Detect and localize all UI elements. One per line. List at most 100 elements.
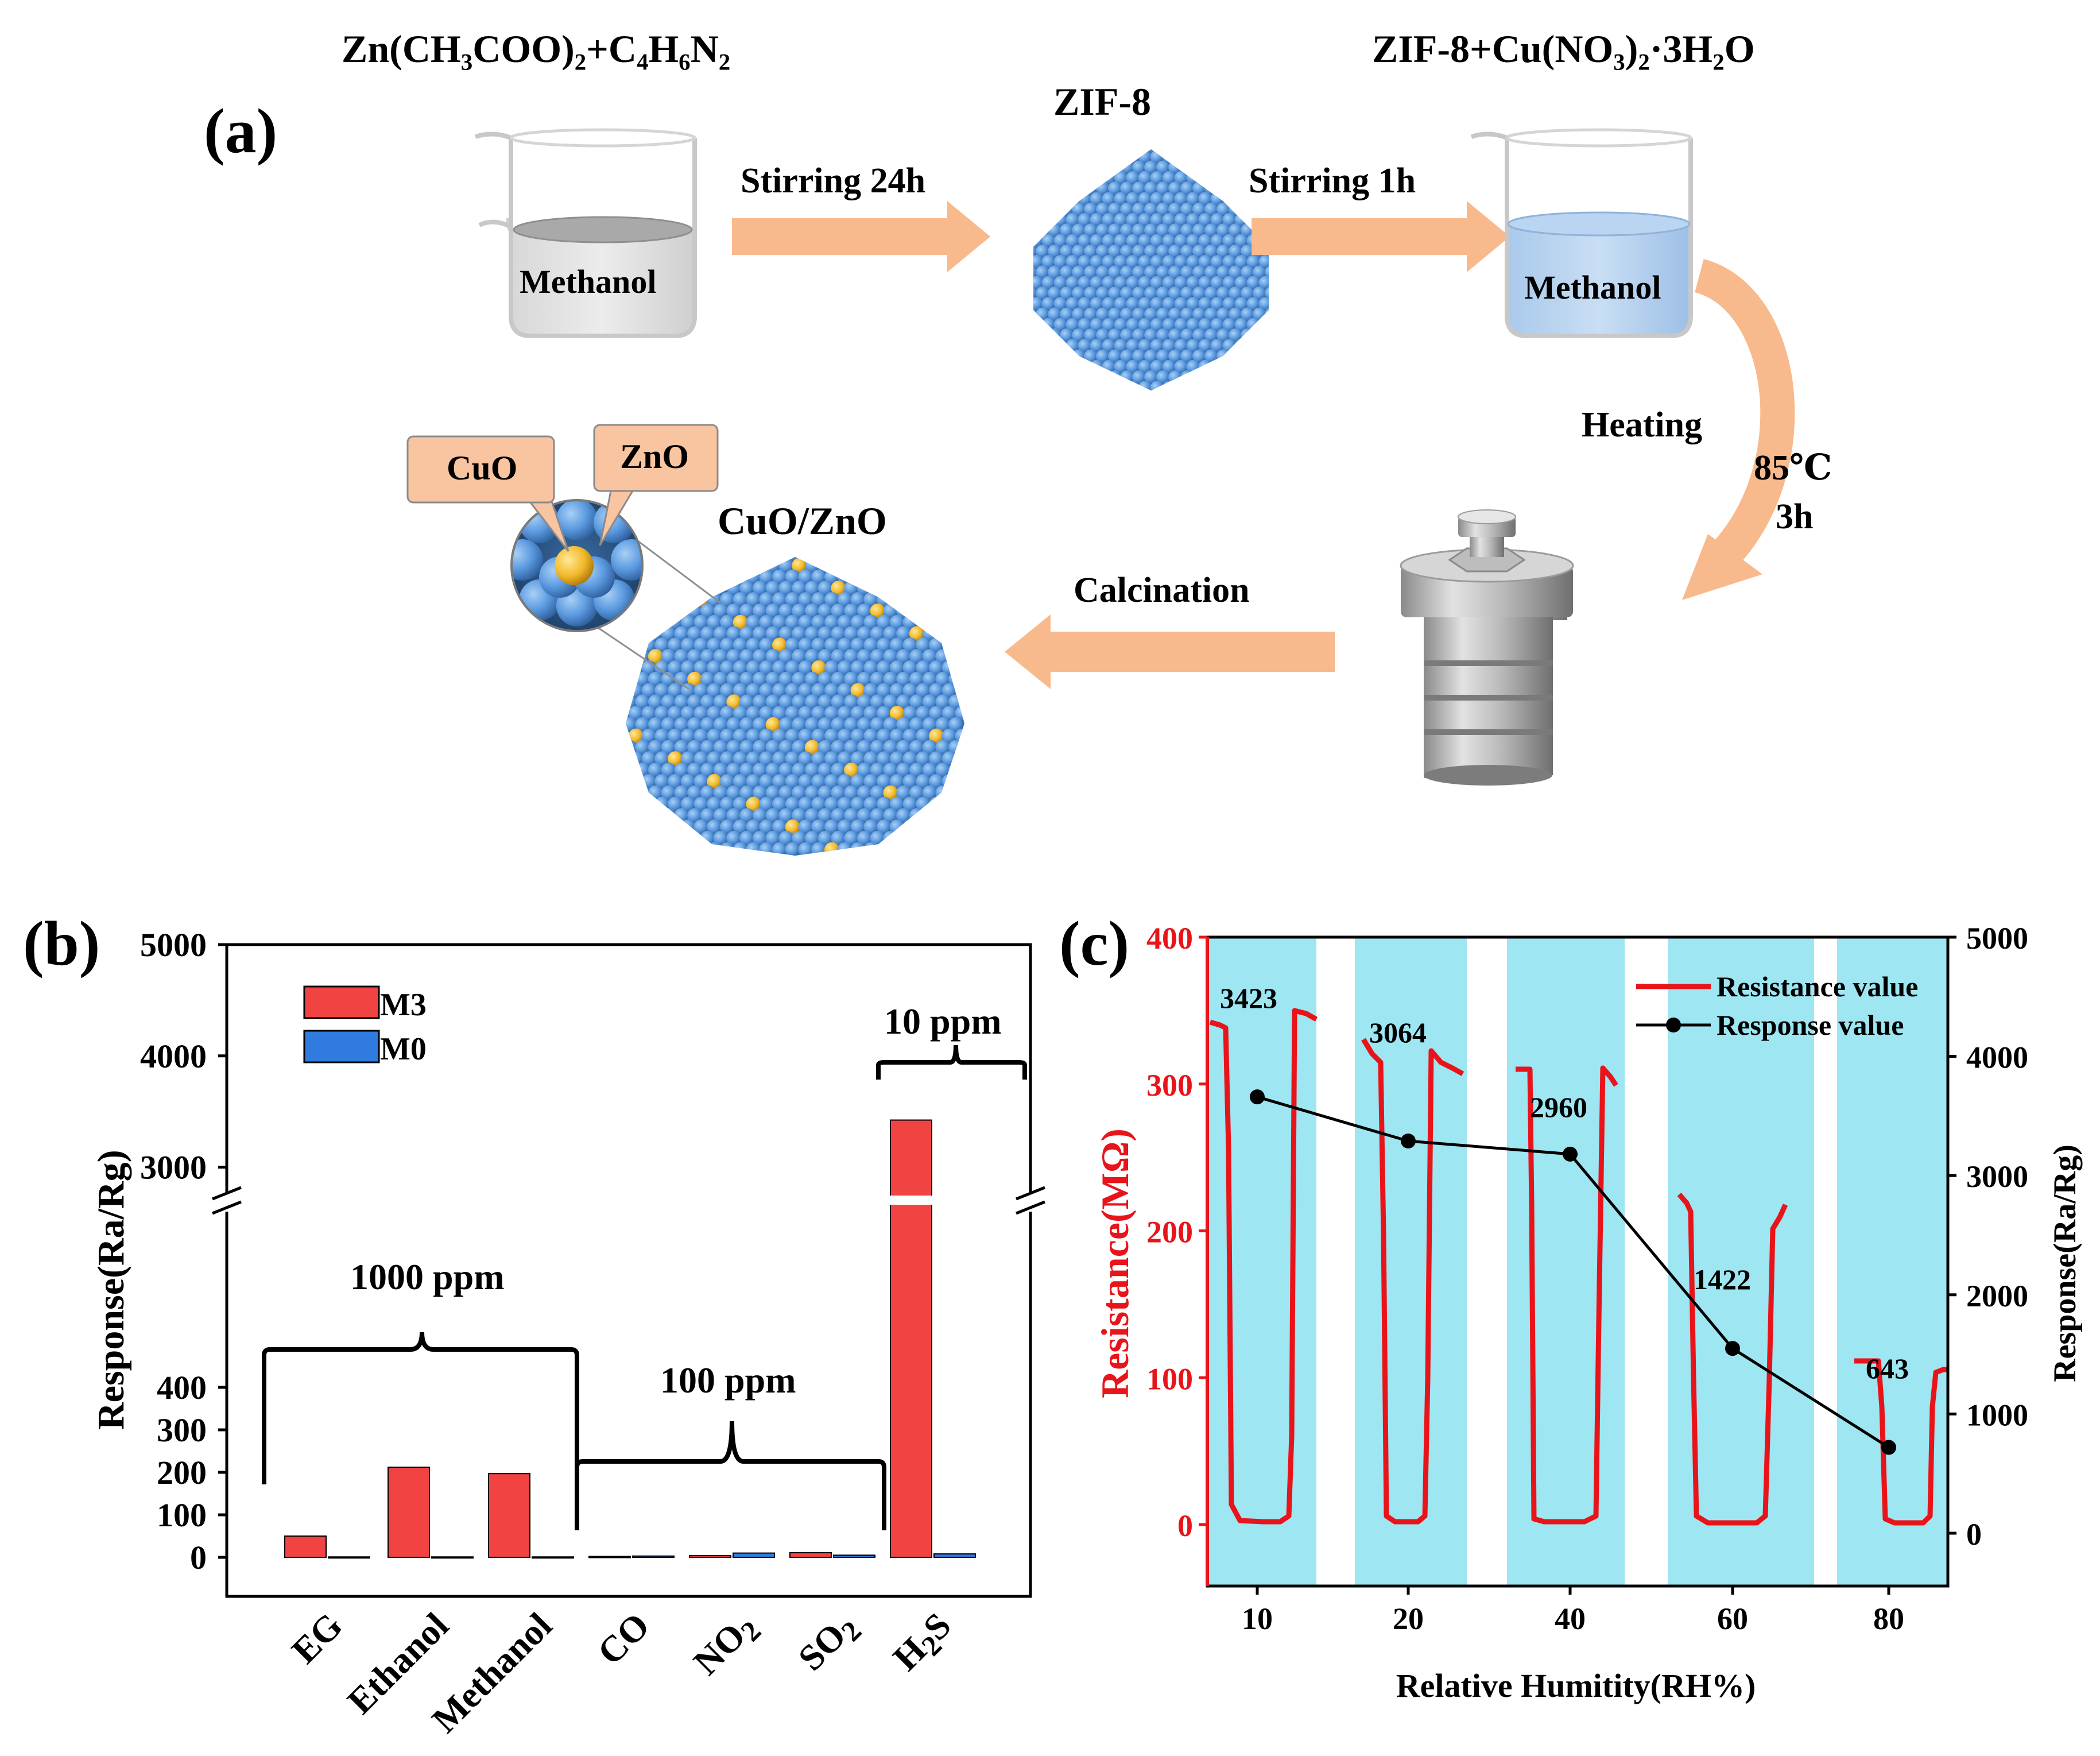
cuo-zno-sphere — [720, 751, 735, 767]
cuo-zno-sphere — [792, 830, 807, 846]
cuo-zno-sphere — [831, 740, 846, 755]
zif8-sphere — [1246, 297, 1261, 311]
cuo-zno-sphere — [680, 842, 696, 856]
cuo-zno-sphere — [889, 614, 905, 630]
zif8-sphere — [1216, 307, 1230, 322]
cuo-zno-sphere — [883, 717, 898, 732]
zif8-sphere — [1126, 297, 1140, 311]
zif8-sphere — [1078, 297, 1092, 311]
cuo-zno-sphere — [654, 637, 670, 653]
zif8-sphere — [1066, 254, 1080, 269]
cuo-zno-sphere — [896, 830, 912, 846]
zif8-sphere — [1048, 160, 1061, 175]
cuo-zno-gold-sphere — [831, 581, 846, 596]
cuo-zno-sphere — [896, 717, 912, 732]
zif8-sphere — [1036, 181, 1049, 196]
cuo-zno-sphere — [792, 785, 807, 800]
cuo-zno-gold-sphere — [922, 808, 937, 823]
zif8-sphere — [1096, 286, 1110, 300]
cuo-zno-sphere — [668, 819, 683, 835]
cuo-zno-sphere — [720, 728, 735, 744]
cuo-zno-sphere — [863, 728, 879, 744]
zif8-sphere — [1168, 370, 1182, 384]
zif8-sphere — [1120, 244, 1134, 258]
cuo-zno-sphere — [739, 671, 755, 687]
zif8-sphere — [1033, 328, 1037, 342]
zif8-sphere — [1150, 318, 1164, 332]
arrow-right-2-icon — [1252, 201, 1510, 272]
zif8-sphere — [1120, 149, 1134, 153]
bracket-1000ppm-label: 1000 ppm — [350, 1256, 505, 1297]
cuo-zno-sphere — [817, 603, 833, 618]
cuo-zno-sphere — [922, 581, 937, 596]
zif8-sphere — [1174, 381, 1188, 390]
cuo-zno-sphere — [752, 603, 768, 618]
cuo-zno-sphere — [916, 569, 931, 585]
cuo-zno-sphere — [941, 614, 957, 630]
cuo-zno-sphere — [955, 773, 964, 789]
zif8-sphere — [1033, 381, 1044, 390]
zif8-sphere — [1265, 202, 1269, 216]
zif8-sphere — [1216, 286, 1230, 300]
cuo-zno-sphere — [929, 592, 944, 608]
zif8-sphere — [1186, 381, 1200, 390]
cuo-zno-sphere — [948, 785, 964, 800]
cuo-zno-sphere — [955, 683, 964, 698]
cuo-zno-sphere — [929, 819, 944, 835]
cuo-zno-gold-sphere — [648, 649, 663, 664]
cuo-zno-sphere — [635, 626, 650, 641]
zif8-sphere — [1156, 202, 1170, 216]
bar-break-gap — [889, 1196, 933, 1205]
cuo-zno-sphere — [863, 683, 879, 698]
cuo-zno-sphere — [889, 842, 905, 856]
zif8-sphere — [1198, 359, 1212, 374]
cuo-zno-sphere — [713, 808, 729, 823]
cuo-zno-sphere — [778, 830, 794, 846]
cuo-zno-sphere — [916, 683, 931, 698]
zif8-sphere — [1138, 359, 1152, 374]
zif8-sphere — [1132, 328, 1146, 342]
beaker-2-icon — [1470, 128, 1693, 338]
cuo-zno-sphere — [811, 637, 827, 653]
zif8-sphere — [1162, 171, 1176, 185]
cuo-zno-sphere — [792, 740, 807, 755]
zif8-sphere — [1241, 328, 1254, 342]
cuo-zno-sphere — [857, 603, 872, 618]
cuo-zno-sphere — [746, 660, 761, 675]
cuo-zno-sphere — [922, 717, 937, 732]
legend-m0-label: M0 — [380, 1031, 427, 1067]
zif8-sphere — [1144, 286, 1158, 300]
zif8-sphere — [1072, 202, 1086, 216]
cuo-zno-sphere — [654, 796, 670, 812]
response-point-60 — [1725, 1341, 1740, 1356]
zif8-sphere — [1229, 244, 1242, 258]
cuo-zno-sphere — [668, 796, 683, 812]
cuo-zno-sphere — [733, 683, 748, 698]
zif8-sphere — [1174, 359, 1188, 374]
zif8-sphere — [1090, 212, 1104, 227]
cuo-zno-gold-sphere — [772, 637, 787, 653]
cuo-zno-sphere — [857, 830, 872, 846]
cuo-zno-sphere — [759, 819, 774, 835]
cuo-zno-sphere — [863, 819, 879, 835]
cuo-zno-sphere — [635, 785, 650, 800]
cuo-zno-sphere — [759, 728, 774, 744]
cuo-zno-sphere — [707, 683, 722, 698]
cuo-zno-sphere — [798, 773, 813, 789]
cuo-zno-sphere — [896, 649, 912, 664]
cuo-zno-sphere — [772, 614, 787, 630]
zif8-sphere — [1229, 328, 1242, 342]
cuo-zno-sphere — [850, 773, 866, 789]
zif8-sphere — [1234, 276, 1249, 290]
cuo-zno-sphere — [902, 569, 918, 585]
cuo-zno-sphere — [877, 796, 892, 812]
zif8-sphere — [1222, 381, 1237, 390]
zif8-sphere — [1138, 254, 1152, 269]
zif8-sphere — [1150, 192, 1164, 206]
zif8-sphere — [1258, 276, 1269, 290]
cuo-zno-sphere — [844, 558, 859, 573]
zif8-polyhedron-icon — [1033, 149, 1269, 390]
cuo-zno-sphere — [765, 740, 781, 755]
zif8-sphere — [1234, 254, 1249, 269]
zif8-sphere — [1132, 244, 1146, 258]
